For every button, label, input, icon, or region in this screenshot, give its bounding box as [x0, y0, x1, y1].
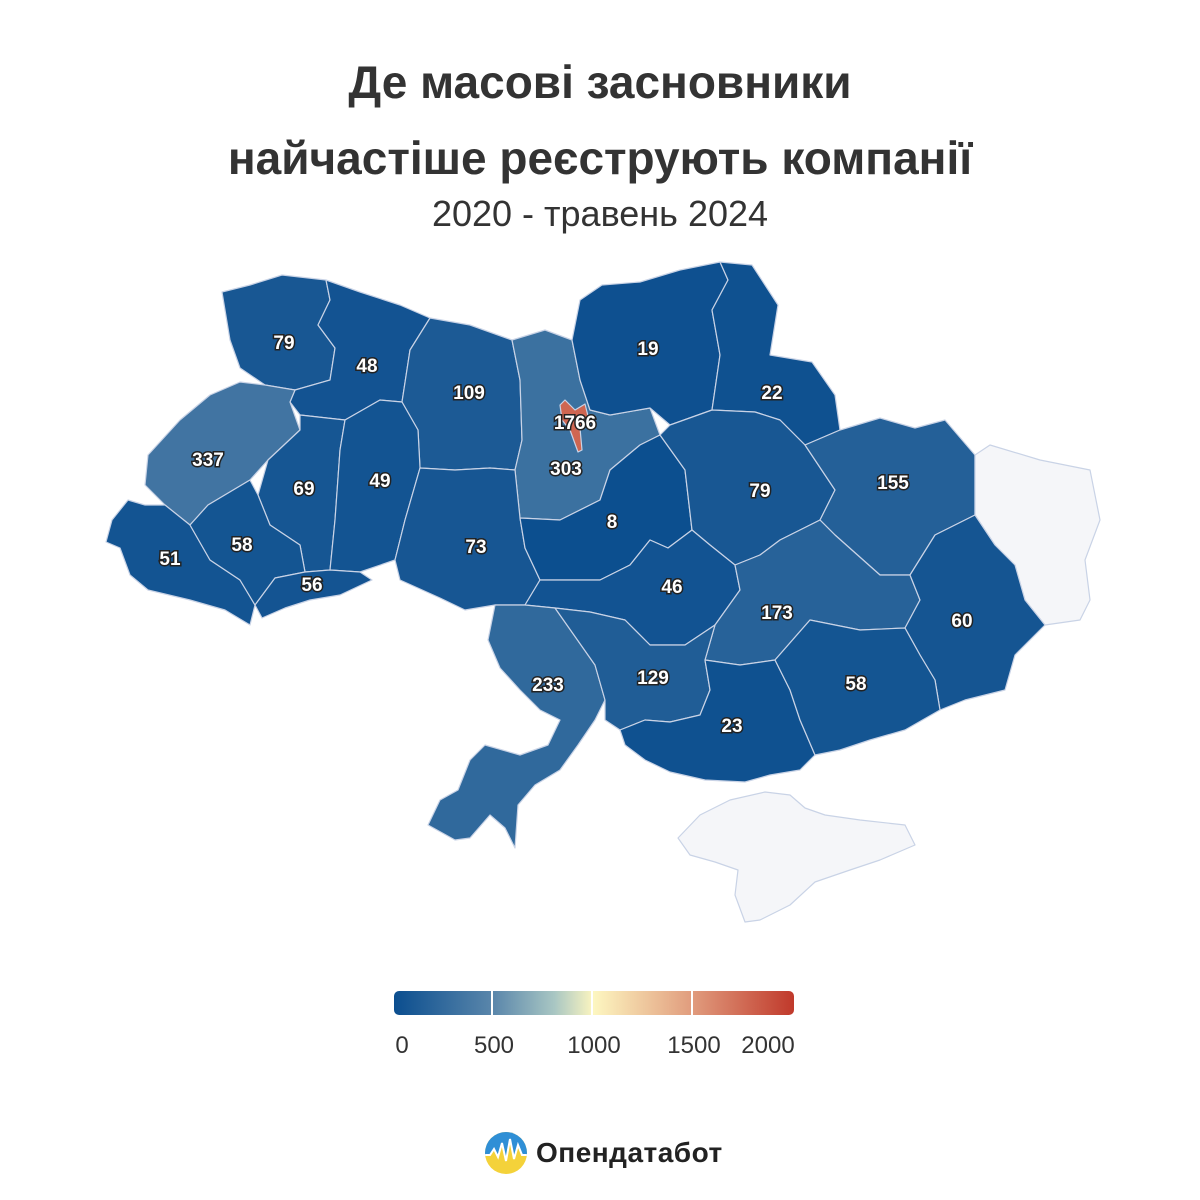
label-zakarpattia: 51 — [159, 549, 181, 570]
region-zakarpattia[interactable] — [105, 499, 256, 626]
label-zaporizhzhia: 58 — [845, 674, 866, 695]
label-kyiv-oblast: 303 — [550, 459, 582, 480]
opendatabot-logo-icon — [485, 1132, 527, 1174]
legend-tick: 0 — [395, 1032, 409, 1059]
region-crimea[interactable] — [677, 791, 916, 923]
label-ivano-frankivsk: 58 — [231, 535, 252, 556]
label-vinnytsia: 73 — [465, 537, 486, 558]
regions-layer — [105, 261, 1101, 923]
legend-separator — [591, 991, 593, 1015]
legend-tick: 1500 — [667, 1032, 721, 1059]
label-chernihiv: 19 — [637, 339, 658, 360]
region-chernivtsi[interactable] — [254, 569, 373, 619]
region-kyiv-city[interactable] — [559, 399, 589, 453]
region-odesa[interactable] — [427, 604, 606, 849]
label-ternopil: 69 — [293, 479, 314, 500]
label-kharkiv: 155 — [877, 473, 909, 494]
map-title: Де масові засновники найчастіше реєструю… — [0, 44, 1200, 196]
legend-tick: 2000 — [741, 1032, 795, 1059]
legend-separator — [691, 991, 693, 1015]
legend-tick: 500 — [473, 1032, 515, 1059]
label-chernivtsi: 56 — [301, 575, 322, 596]
label-volyn: 79 — [273, 333, 294, 354]
label-khmelnytskyi: 49 — [369, 471, 390, 492]
label-rivne: 48 — [356, 356, 377, 377]
title-line-2: найчастіше реєструють компанії — [227, 132, 973, 184]
region-value-labels: 79 48 109 1766 303 19 22 337 69 49 51 58… — [158, 332, 974, 739]
legend-tick-labels: 0 500 1000 1500 2000 — [0, 1032, 1200, 1062]
label-sumy: 22 — [761, 383, 782, 404]
legend-separator — [491, 991, 493, 1015]
label-dnipropetrovsk: 173 — [761, 603, 793, 624]
label-lviv: 337 — [192, 450, 224, 471]
label-kirovohrad: 46 — [661, 577, 682, 598]
opendatabot-brand: Опендатабот — [484, 1130, 723, 1176]
label-poltava: 79 — [749, 481, 770, 502]
label-cherkasy: 8 — [607, 512, 618, 533]
brand-name: Опендатабот — [536, 1137, 723, 1168]
title-line-1: Де масові засновники — [348, 56, 852, 108]
label-kyiv-city: 1766 — [554, 413, 596, 434]
label-odesa: 233 — [532, 675, 564, 696]
region-zaporizhzhia[interactable] — [774, 619, 941, 756]
label-kherson: 23 — [721, 716, 742, 737]
label-donetsk: 60 — [951, 611, 972, 632]
map-subtitle: 2020 - травень 2024 — [431, 193, 769, 234]
label-mykolaiv: 129 — [637, 668, 669, 689]
legend-tick: 1000 — [567, 1032, 621, 1059]
label-zhytomyr: 109 — [453, 383, 485, 404]
region-donetsk[interactable] — [904, 514, 1046, 711]
color-scale-legend — [394, 991, 794, 1015]
